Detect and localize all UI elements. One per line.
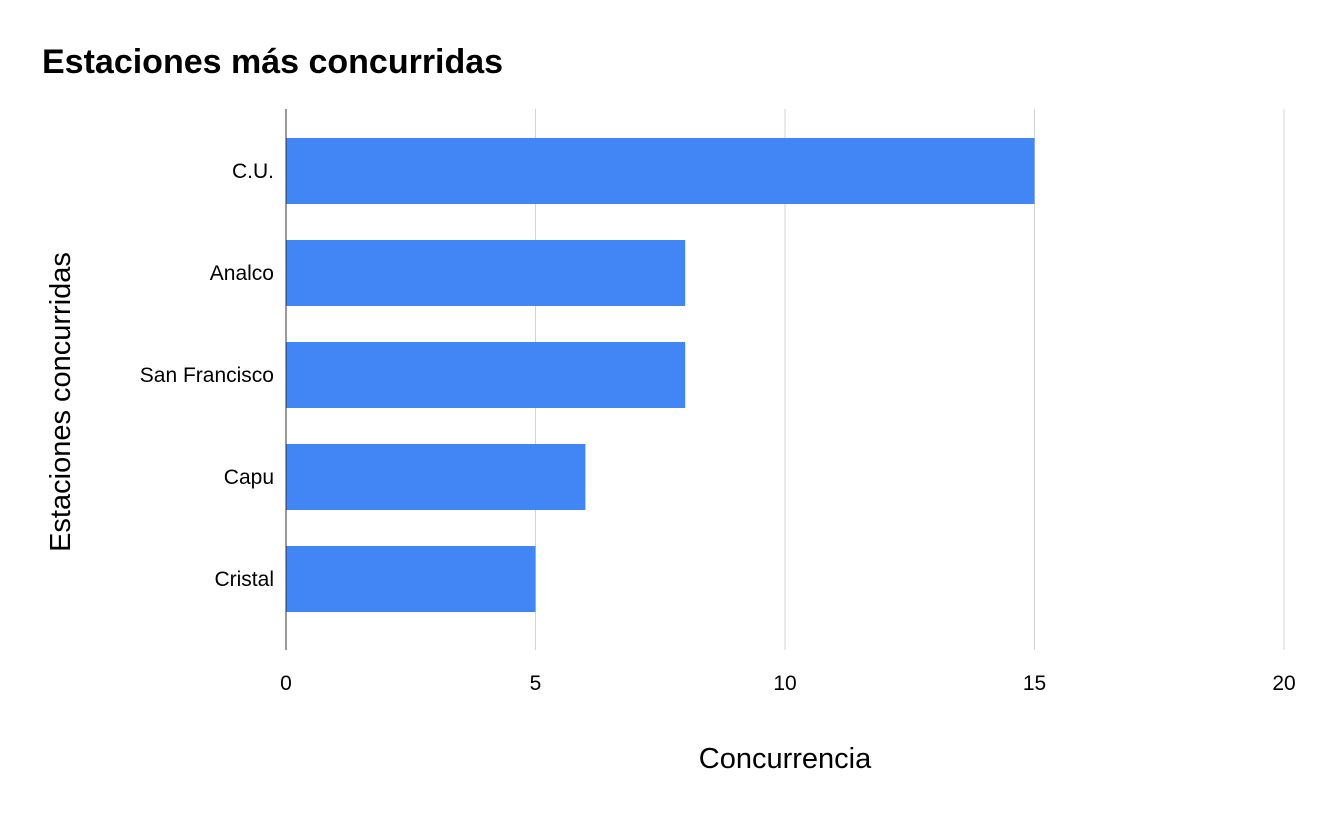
bars xyxy=(286,138,1035,612)
chart-title: Estaciones más concurridas xyxy=(42,43,503,81)
x-tick-label: 20 xyxy=(1272,672,1295,695)
bar-cristal xyxy=(286,546,536,612)
x-tick-label: 10 xyxy=(773,672,796,695)
bar-analco xyxy=(286,240,686,306)
y-tick-label: Cristal xyxy=(214,568,274,591)
x-axis-title: Concurrencia xyxy=(699,743,872,775)
y-tick-label: Capu xyxy=(224,466,274,489)
x-tick-label: 15 xyxy=(1023,672,1046,695)
y-tick-labels: C.U. Analco San Francisco Capu Cristal xyxy=(140,160,274,591)
bar-c-u xyxy=(286,138,1035,204)
x-tick-label: 5 xyxy=(530,672,542,695)
y-tick-label: San Francisco xyxy=(140,364,274,387)
bar-capu xyxy=(286,444,586,510)
x-tick-label: 0 xyxy=(280,672,292,695)
bar-san-francisco xyxy=(286,342,686,408)
y-axis-title: Estaciones concurridas xyxy=(45,252,77,552)
y-tick-label: Analco xyxy=(210,262,274,285)
x-tick-labels: 0 5 10 15 20 xyxy=(280,672,1296,695)
y-tick-label: C.U. xyxy=(232,160,274,183)
